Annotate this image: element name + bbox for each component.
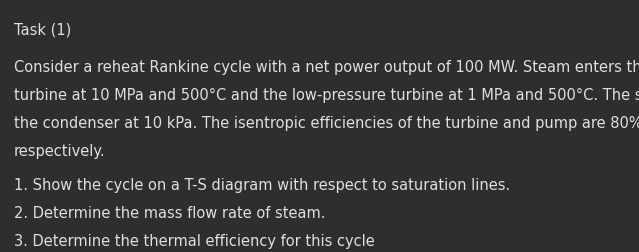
Text: 1. Show the cycle on a T-S diagram with respect to saturation lines.: 1. Show the cycle on a T-S diagram with …	[14, 177, 511, 192]
Text: 2. Determine the mass flow rate of steam.: 2. Determine the mass flow rate of steam…	[14, 205, 325, 220]
Text: the condenser at 10 kPa. The isentropic efficiencies of the turbine and pump are: the condenser at 10 kPa. The isentropic …	[14, 115, 639, 131]
Text: turbine at 10 MPa and 500°C and the low-pressure turbine at 1 MPa and 500°C. The: turbine at 10 MPa and 500°C and the low-…	[14, 88, 639, 103]
Text: Consider a reheat Rankine cycle with a net power output of 100 MW. Steam enters : Consider a reheat Rankine cycle with a n…	[14, 60, 639, 75]
Text: 3. Determine the thermal efficiency for this cycle: 3. Determine the thermal efficiency for …	[14, 233, 374, 248]
Text: respectively.: respectively.	[14, 143, 105, 158]
Text: Task (1): Task (1)	[14, 22, 72, 37]
